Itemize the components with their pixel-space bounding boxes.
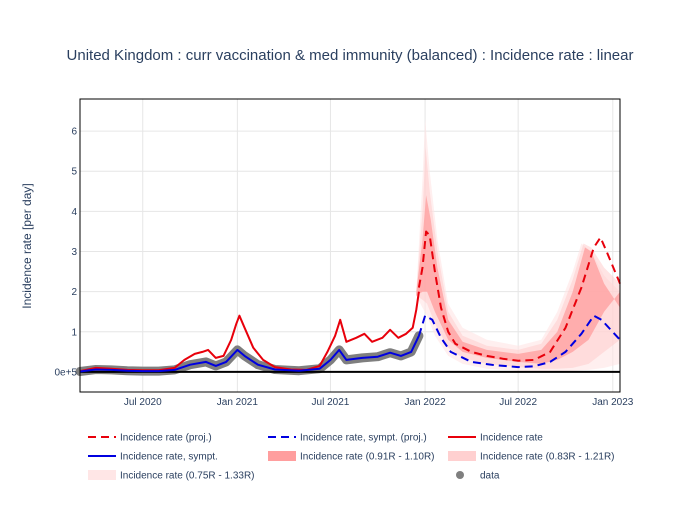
legend-item: Incidence rate (0.75R - 1.33R): [88, 470, 255, 482]
legend: Incidence rate (proj.) Incidence rate, sy…: [88, 433, 615, 482]
legend-swatch: [448, 451, 476, 461]
legend-label: Incidence rate, sympt. (proj.): [300, 433, 427, 444]
y-tick-label: 5: [71, 167, 77, 178]
series-line-1: [417, 230, 621, 362]
legend-swatch: [456, 471, 464, 479]
y-tick-labels: 0e+5 1 2 3 4 5 6: [54, 127, 77, 379]
y-axis-label: Incidence rate [per day]: [20, 183, 34, 308]
legend-item: Incidence rate (proj.): [88, 433, 212, 444]
legend-swatch: [88, 470, 116, 480]
x-tick-label: Jan 2023: [592, 397, 634, 408]
y-tick-label: 0e+5: [54, 367, 77, 378]
y-tick-label: 3: [71, 247, 77, 258]
legend-label: Incidence rate (proj.): [120, 433, 212, 444]
legend-item: Incidence rate, sympt.: [88, 452, 218, 463]
y-tick-label: 2: [71, 287, 77, 298]
series-lines: [79, 230, 621, 373]
series-line-0: [79, 291, 420, 373]
legend-item: Incidence rate (0.83R - 1.21R): [448, 451, 615, 463]
band-0: [416, 195, 620, 364]
x-tick-label: Jul 2020: [124, 397, 162, 408]
legend-item: Incidence rate: [448, 433, 543, 444]
plot-frame: [79, 98, 621, 393]
legend-label: data: [480, 471, 500, 482]
x-tick-label: Jan 2022: [405, 397, 447, 408]
legend-label: Incidence rate, sympt.: [120, 452, 218, 463]
legend-label: Incidence rate (0.91R - 1.10R): [300, 452, 435, 463]
legend-item: Incidence rate (0.91R - 1.10R): [268, 451, 435, 463]
y-tick-label: 1: [71, 327, 77, 338]
chart-title: United Kingdom : curr vaccination & med …: [67, 47, 634, 64]
y-tick-label: 4: [71, 207, 77, 218]
grid: [80, 99, 620, 392]
x-tick-label: Jan 2021: [217, 397, 259, 408]
legend-item: Incidence rate, sympt. (proj.): [268, 433, 427, 444]
series-line-2: [79, 335, 420, 373]
series-line-3: [417, 314, 621, 369]
confidence-bands: [416, 119, 620, 372]
legend-item: data: [456, 471, 500, 482]
x-tick-label: Jul 2021: [312, 397, 350, 408]
y-tick-label: 6: [71, 127, 77, 138]
x-tick-labels: Jul 2020 Jan 2021 Jul 2021 Jan 2022 Jul 2022…: [124, 397, 634, 408]
legend-label: Incidence rate: [480, 433, 543, 444]
legend-label: Incidence rate (0.75R - 1.33R): [120, 471, 255, 482]
legend-label: Incidence rate (0.83R - 1.21R): [480, 452, 615, 463]
x-tick-label: Jul 2022: [499, 397, 537, 408]
legend-swatch: [268, 451, 296, 461]
